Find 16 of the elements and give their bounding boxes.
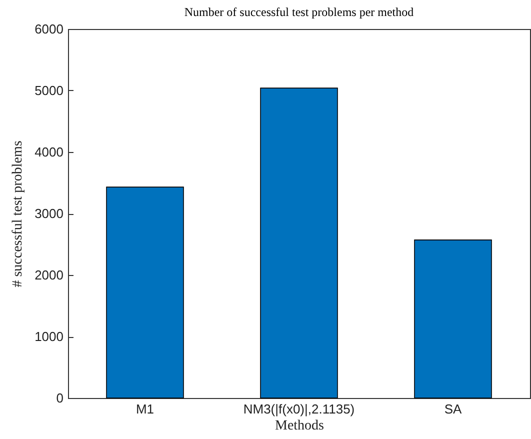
y-axis-title: # successful test problems [10,140,26,288]
bar [414,240,492,398]
chart-title: Number of successful test problems per method [184,5,414,19]
y-tick-label: 0 [56,390,64,406]
y-tick-label: 2000 [34,268,64,282]
y-tick-label: 3000 [34,206,64,221]
y-tick-label: 5000 [34,83,64,98]
x-tick-label: SA [444,402,462,416]
y-tick-label: 6000 [34,22,64,36]
x-axis-title: Methods [275,418,324,434]
y-tick-label: 4000 [34,144,64,160]
x-tick-label: NM3(|f(x0)|,2.1135) [243,402,355,416]
bar [106,186,184,398]
x-tick-label: M1 [136,402,154,416]
bar [260,88,338,398]
y-tick-label: 1000 [34,329,64,344]
